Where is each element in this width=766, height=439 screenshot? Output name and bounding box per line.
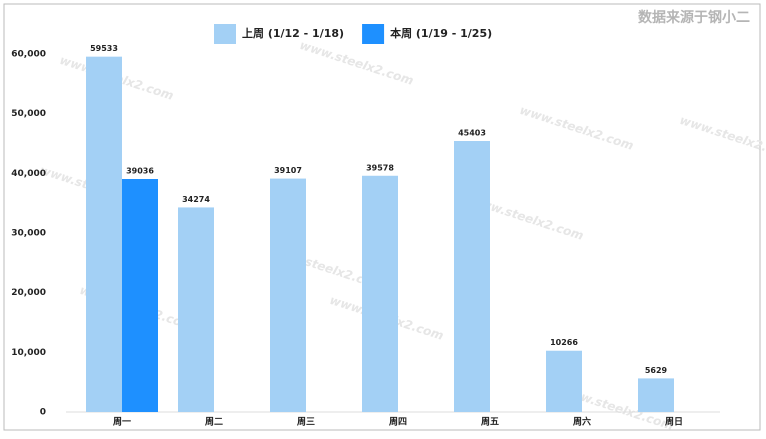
- legend-swatch: [362, 24, 385, 44]
- bar: [454, 141, 490, 412]
- x-tick-label: 周三: [297, 417, 315, 428]
- bar: [546, 350, 582, 412]
- y-tick-label: 40,000: [11, 169, 46, 179]
- x-tick-label: 周一: [113, 417, 131, 428]
- bar: [86, 56, 122, 412]
- value-label: 34274: [182, 195, 210, 204]
- legend-label: 上周 (1/12 - 1/18): [242, 26, 344, 40]
- value-label: 39578: [366, 163, 394, 172]
- x-tick-label: 周四: [389, 417, 407, 428]
- value-label: 10266: [550, 338, 578, 347]
- value-label: 45403: [458, 129, 486, 138]
- y-tick-label: 0: [40, 408, 46, 418]
- legend-swatch: [214, 24, 236, 44]
- x-tick-label: 周五: [481, 417, 499, 428]
- bar: [122, 179, 158, 412]
- y-tick-label: 10,000: [11, 348, 46, 358]
- value-label: 39036: [126, 167, 154, 176]
- bar: [362, 175, 398, 412]
- value-label: 39107: [274, 166, 302, 175]
- y-tick-label: 50,000: [11, 109, 46, 119]
- bar: [178, 207, 214, 412]
- legend-label: 本周 (1/19 - 1/25): [390, 26, 492, 40]
- x-tick-label: 周日: [665, 417, 683, 428]
- value-label: 5629: [645, 366, 668, 375]
- y-tick-label: 30,000: [11, 228, 46, 238]
- bar: [638, 378, 674, 412]
- x-tick-label: 周六: [573, 416, 591, 428]
- value-label: 59533: [90, 44, 118, 53]
- y-tick-label: 20,000: [11, 288, 46, 298]
- y-tick-label: 60,000: [11, 49, 46, 59]
- source-note: 数据来源于钢小二: [638, 9, 750, 26]
- x-tick-label: 周二: [205, 417, 223, 428]
- bar: [270, 178, 306, 412]
